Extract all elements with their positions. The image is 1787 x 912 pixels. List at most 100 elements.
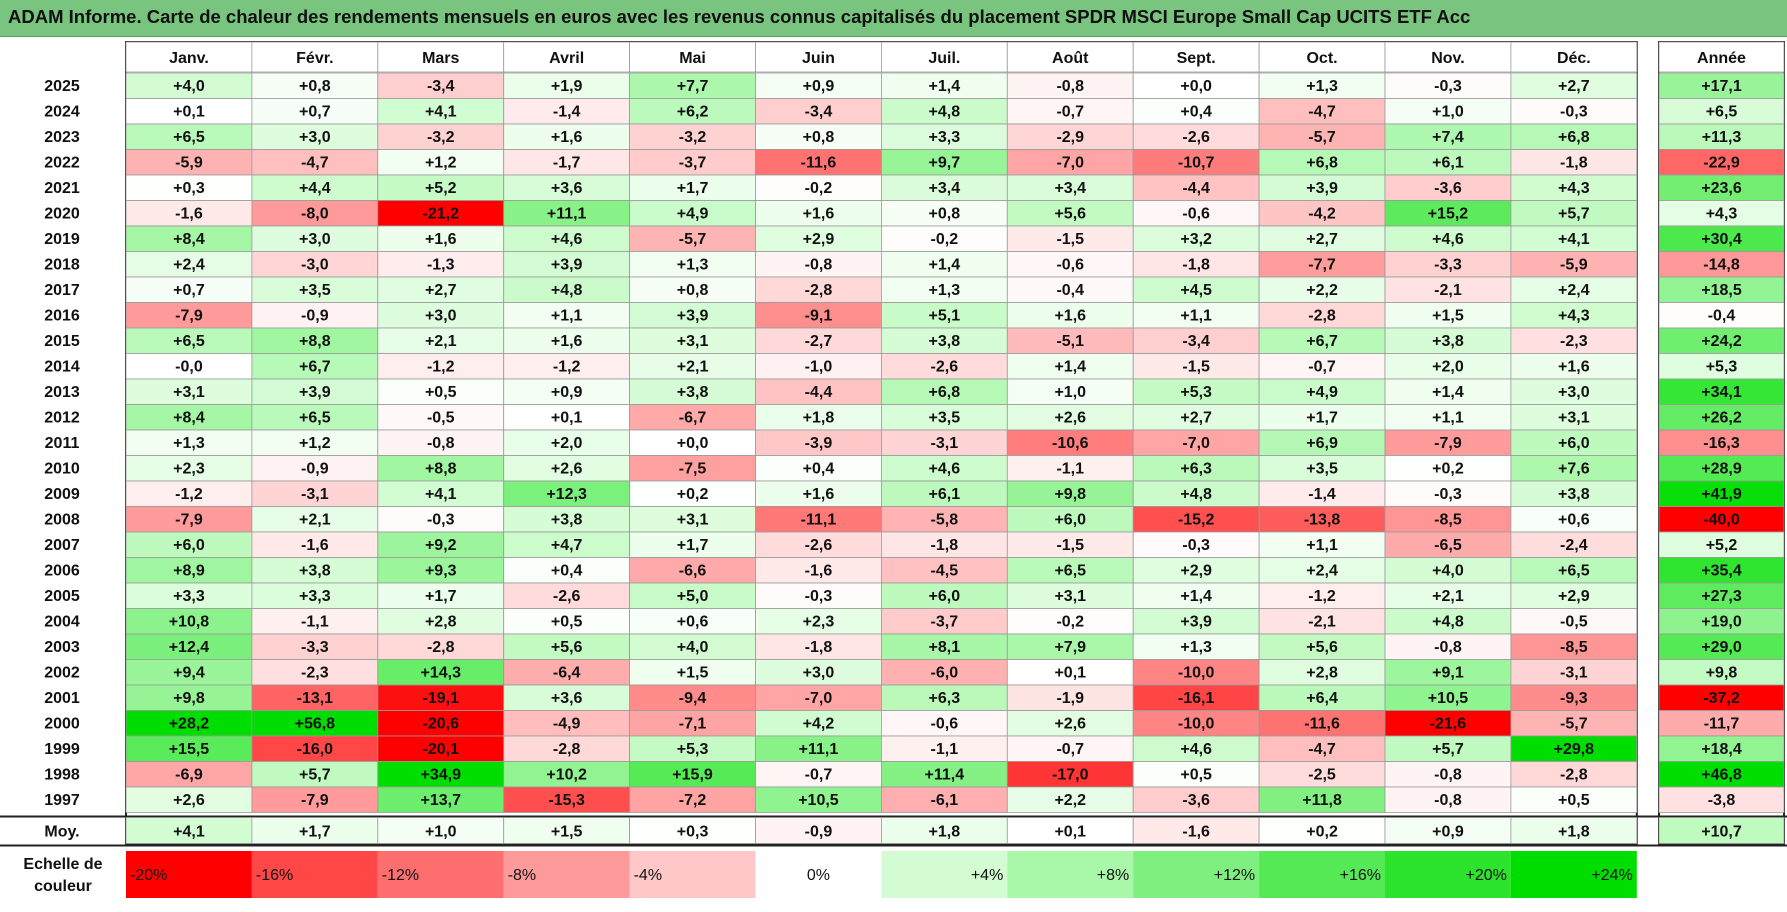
heatmap-cell [1132, 302, 1260, 329]
cell-value: -0,3 [1182, 537, 1210, 554]
cell-value: -4,7 [1308, 104, 1336, 121]
heatmap-cell [881, 429, 1008, 456]
heatmap-cell [881, 302, 1008, 329]
year-total-cell [1658, 531, 1785, 558]
month-header-cell [1258, 41, 1386, 73]
cell-value: +1,6 [1054, 308, 1086, 325]
cell-value: +0,6 [677, 614, 709, 631]
month-header: Janv. [169, 50, 209, 67]
cell-value: -2,1 [1434, 282, 1462, 299]
heatmap-cell [755, 353, 882, 380]
cell-value: -3,1 [1560, 665, 1588, 682]
year-label: 2003 [44, 639, 80, 656]
heatmap-cell [1510, 98, 1638, 125]
month-header-cell [251, 41, 379, 73]
cell-value: -7,1 [679, 716, 707, 733]
heatmap-cell [1510, 761, 1638, 788]
cell-value: -0,4 [1056, 282, 1084, 299]
cell-value: +3,0 [1558, 384, 1590, 401]
cell-value: +6,8 [1558, 129, 1590, 146]
scale-step-label: -12% [382, 867, 419, 884]
cell-value: -7,7 [1308, 257, 1336, 274]
heatmap-cell [1384, 429, 1512, 456]
cell-value: +6,1 [1432, 155, 1464, 172]
heatmap-cell [1132, 429, 1260, 456]
cell-value: -0,6 [1056, 257, 1084, 274]
cell-value: -10,7 [1178, 155, 1215, 172]
year-label: 2021 [44, 180, 80, 197]
heatmap-cell [503, 225, 631, 252]
heatmap-cell [629, 174, 756, 201]
cell-value: +3,8 [677, 384, 709, 401]
heatmap-cell [1258, 659, 1386, 686]
heatmap-cell [503, 684, 631, 711]
cell-value: +2,7 [1306, 231, 1338, 248]
cell-value: -4,4 [805, 384, 833, 401]
cell-value: -1,8 [1182, 257, 1210, 274]
cell-value: -0,2 [805, 180, 833, 197]
heatmap-cell [1006, 455, 1134, 482]
scale-swatch [755, 851, 882, 898]
heatmap-cell [1384, 276, 1512, 303]
cell-value: +0,5 [425, 384, 457, 401]
cell-value: -2,6 [805, 537, 833, 554]
cell-value: +8,4 [173, 410, 205, 427]
year-total-value: -37,2 [1703, 690, 1740, 707]
heatmap-cell [1510, 404, 1638, 431]
cell-value: -2,6 [931, 359, 959, 376]
average-value: +1,0 [425, 824, 457, 841]
year-label: 2019 [44, 231, 80, 248]
cell-value: +3,5 [299, 282, 331, 299]
cell-value: -11,6 [801, 155, 837, 172]
cell-value: -5,8 [931, 512, 959, 529]
heatmap-cell [1132, 404, 1260, 431]
cell-value: -1,4 [553, 104, 581, 121]
heatmap-cell [1510, 786, 1638, 813]
heatmap-cell [1258, 429, 1386, 456]
year-total-value: -3,8 [1708, 792, 1736, 809]
heatmap-cell [377, 531, 505, 558]
cell-value: +11,1 [799, 741, 839, 758]
cell-value: -8,5 [1560, 639, 1588, 656]
cell-value: -0,3 [1434, 486, 1462, 503]
heatmap-cell [377, 174, 505, 201]
year-total-cell [1658, 633, 1785, 660]
heatmap-cell [1510, 174, 1638, 201]
cell-value: +3,0 [299, 129, 331, 146]
month-header-cell [755, 41, 882, 73]
heatmap-cell [1132, 149, 1260, 176]
year-total-cell [1658, 123, 1785, 150]
heatmap-cell [881, 659, 1008, 686]
cell-value: -3,2 [679, 129, 707, 146]
heatmap-cell [1132, 684, 1260, 711]
cell-value: -11,6 [1304, 716, 1340, 733]
heatmap-cell [881, 633, 1008, 660]
year-total-cell [1658, 276, 1785, 303]
cell-value: -0,6 [931, 716, 959, 733]
heatmap-cell [755, 225, 882, 252]
cell-value: -1,2 [1308, 588, 1336, 605]
cell-value: -3,6 [1182, 792, 1210, 809]
cell-value: +9,7 [929, 155, 961, 172]
cell-value: +1,3 [1306, 78, 1338, 95]
heatmap-cell [1006, 761, 1134, 788]
cell-value: +3,4 [929, 180, 961, 197]
heatmap-cell [503, 353, 631, 380]
heatmap-cell [503, 149, 631, 176]
cell-value: +1,1 [1180, 308, 1212, 325]
heatmap-cell [1510, 684, 1638, 711]
year-label: 2004 [44, 614, 80, 631]
heatmap-cell [1006, 506, 1134, 533]
cell-value: +2,8 [1306, 665, 1338, 682]
year-label: 1997 [44, 792, 80, 809]
year-total-value: +9,8 [1706, 665, 1738, 682]
cell-value: -6,0 [931, 665, 959, 682]
heatmap-cell [1258, 761, 1386, 788]
cell-value: +11,4 [925, 767, 965, 784]
cell-value: +12,4 [169, 639, 210, 656]
year-total-value: +5,2 [1706, 537, 1738, 554]
cell-value: -0,7 [1308, 359, 1336, 376]
cell-value: -1,2 [427, 359, 455, 376]
heatmap-cell [755, 174, 882, 201]
heatmap-cell [1510, 276, 1638, 303]
